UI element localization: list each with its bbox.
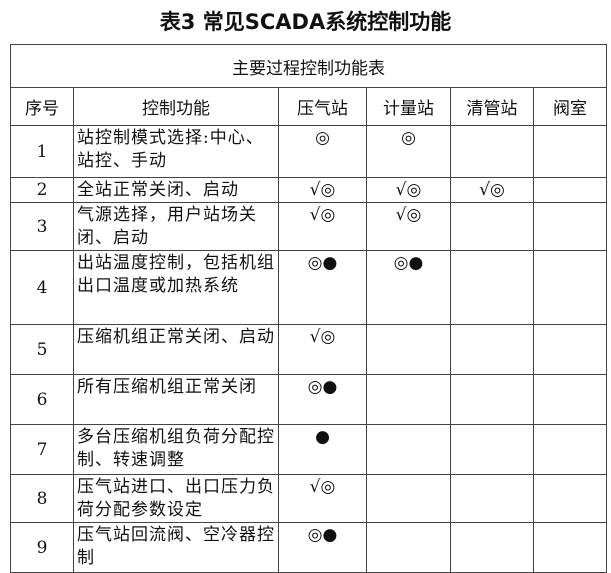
- table-row: 8 压气站进口、出口压力负荷分配参数设定 √◎: [10, 474, 608, 523]
- row-number: 9: [10, 522, 74, 573]
- marker-cell: √◎: [278, 324, 367, 375]
- marker-cell: ◎●: [366, 250, 451, 325]
- function-cell: 压气站进口、出口压力负荷分配参数设定: [73, 474, 279, 523]
- marker-cell: ◎●: [278, 522, 367, 573]
- row-number: 1: [10, 125, 74, 178]
- function-cell: 压气站回流阀、空冷器控制: [73, 522, 279, 573]
- table-row: 5 压缩机组正常关闭、启动 √◎: [10, 324, 608, 375]
- marker-cell: [532, 474, 608, 523]
- table-caption: 主要过程控制功能表: [9, 44, 608, 88]
- marker-cell: ◎●: [278, 374, 367, 425]
- function-cell: 气源选择，用户站场关闭、启动: [73, 202, 279, 251]
- marker-cell: [450, 424, 534, 475]
- function-cell: 压缩机组正常关闭、启动: [73, 324, 279, 375]
- function-cell: 多台压缩机组负荷分配控制、转速调整: [73, 424, 279, 475]
- marker-cell: [450, 522, 534, 573]
- function-cell: 所有压缩机组正常关闭: [73, 374, 279, 425]
- header-cell: 压气站: [278, 87, 367, 126]
- marker-cell: [450, 324, 534, 375]
- marker-cell: [450, 474, 534, 523]
- row-number: 8: [10, 474, 74, 523]
- marker-cell: √◎: [366, 202, 451, 251]
- marker-cell: √◎: [366, 177, 451, 203]
- marker-cell: [532, 424, 608, 475]
- table-row: 7 多台压缩机组负荷分配控制、转速调整 ●: [10, 424, 608, 475]
- marker-cell: [366, 474, 451, 523]
- marker-cell: √◎: [450, 177, 534, 203]
- marker-cell: [532, 522, 608, 573]
- row-number: 3: [10, 202, 74, 251]
- marker-cell: [532, 177, 608, 203]
- header-cell: 计量站: [366, 87, 451, 126]
- marker-cell: [532, 125, 608, 178]
- header-row: 序号 控制功能 压气站 计量站 清管站 阀室: [10, 87, 608, 126]
- marker-cell: √◎: [278, 474, 367, 523]
- table-row: 9 压气站回流阀、空冷器控制 ◎●: [10, 522, 608, 573]
- marker-cell: [532, 324, 608, 375]
- marker-cell: [450, 202, 534, 251]
- marker-cell: [532, 374, 608, 425]
- marker-cell: ◎●: [278, 250, 367, 325]
- function-cell: 全站正常关闭、启动: [73, 177, 279, 203]
- marker-cell: [450, 125, 534, 178]
- header-cell: 序号: [10, 87, 74, 126]
- marker-cell: [450, 374, 534, 425]
- table-title: 表3 常见SCADA系统控制功能: [159, 10, 452, 34]
- row-number: 4: [10, 250, 74, 325]
- marker-cell: [450, 250, 534, 325]
- row-number: 7: [10, 424, 74, 475]
- control-function-table: 主要过程控制功能表 序号 控制功能 压气站 计量站 清管站 阀室 1 站控制模式…: [9, 44, 608, 573]
- marker-cell: ◎: [278, 125, 367, 178]
- table-row: 3 气源选择，用户站场关闭、启动 √◎ √◎: [10, 202, 608, 251]
- table-row: 1 站控制模式选择:中心、站控、手动 ◎ ◎: [10, 125, 608, 178]
- marker-cell: [532, 250, 608, 325]
- header-cell: 控制功能: [73, 87, 279, 126]
- row-number: 6: [10, 374, 74, 425]
- row-number: 2: [10, 177, 74, 203]
- marker-cell: [366, 374, 451, 425]
- header-cell: 阀室: [532, 87, 608, 126]
- table-row: 2 全站正常关闭、启动 √◎ √◎ √◎: [10, 177, 608, 203]
- marker-cell: [366, 424, 451, 475]
- table-row: 6 所有压缩机组正常关闭 ◎●: [10, 374, 608, 425]
- table-row: 4 出站温度控制，包括机组出口温度或加热系统 ◎● ◎●: [10, 250, 608, 325]
- header-cell: 清管站: [450, 87, 534, 126]
- marker-cell: √◎: [278, 202, 367, 251]
- marker-cell: √◎: [278, 177, 367, 203]
- row-number: 5: [10, 324, 74, 375]
- function-cell: 站控制模式选择:中心、站控、手动: [73, 125, 279, 178]
- marker-cell: ●: [278, 424, 367, 475]
- marker-cell: [532, 202, 608, 251]
- marker-cell: ◎: [366, 125, 451, 178]
- marker-cell: [366, 324, 451, 375]
- function-cell: 出站温度控制，包括机组出口温度或加热系统: [73, 250, 279, 325]
- marker-cell: [366, 522, 451, 573]
